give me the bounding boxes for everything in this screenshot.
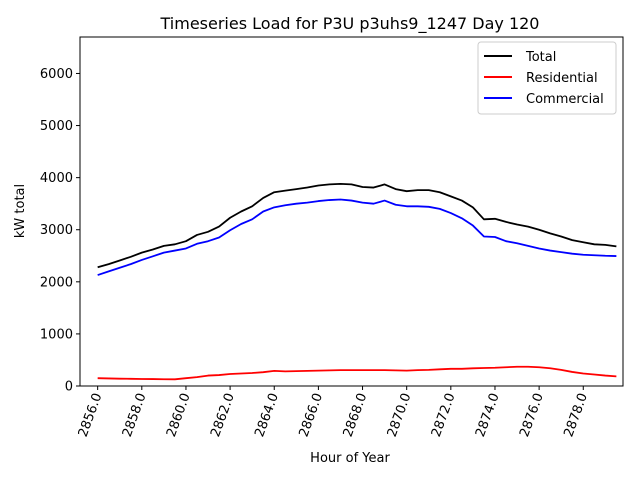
x-tick-label: 2866.0 [296, 391, 326, 439]
series-line-commercial [97, 198, 617, 276]
x-tick-label: 2856.0 [76, 391, 106, 439]
y-tick-label: 5000 [40, 119, 73, 134]
legend-box [477, 41, 617, 115]
x-tick-label: 2872.0 [429, 391, 459, 439]
legend-label-total: Total [525, 50, 556, 65]
legend-label-residential: Residential [526, 71, 598, 86]
y-tick-label: 3000 [40, 223, 73, 238]
x-tick-label: 2864.0 [252, 391, 282, 439]
y-tick-label: 2000 [40, 275, 73, 290]
y-tick-label: 0 [65, 380, 73, 395]
y-tick-label: 4000 [40, 171, 73, 186]
series-layer [97, 182, 617, 381]
x-tick-label: 2878.0 [561, 391, 591, 439]
y-tick-label: 1000 [40, 327, 73, 342]
series-line-residential [97, 365, 617, 381]
legend-label-commercial: Commercial [526, 92, 604, 107]
x-tick-label: 2862.0 [208, 391, 238, 439]
x-tick-label: 2858.0 [120, 391, 150, 439]
y-tick-label: 6000 [40, 67, 73, 82]
chart-title: Timeseries Load for P3U p3uhs9_1247 Day … [160, 14, 540, 34]
x-tick-label: 2860.0 [164, 391, 194, 439]
x-axis-label: Hour of Year [310, 451, 390, 466]
x-tick-label: 2876.0 [517, 391, 547, 439]
x-tick-label: 2868.0 [341, 391, 371, 439]
y-axis-label: kW total [13, 184, 28, 238]
x-tick-label: 2870.0 [385, 391, 415, 439]
legend: Total Residential Commercial [477, 41, 617, 115]
x-tick-label: 2874.0 [473, 391, 503, 439]
series-line-total [97, 182, 617, 269]
